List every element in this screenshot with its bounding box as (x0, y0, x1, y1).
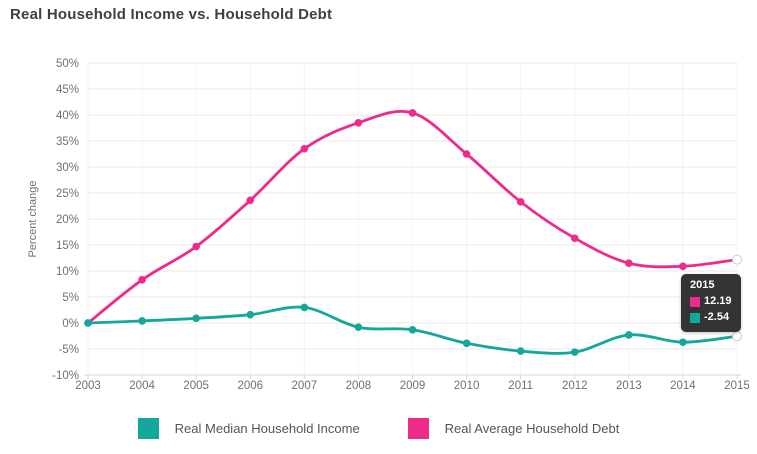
legend-swatch-debt (407, 418, 429, 439)
point-debt-2011[interactable] (516, 198, 525, 206)
tooltip-year: 2015 (690, 279, 715, 291)
point-income-2004[interactable] (138, 317, 146, 325)
y-tick-label: -10% (52, 370, 79, 382)
y-tick-label: -5% (59, 344, 79, 356)
x-tick-label: 2007 (292, 380, 318, 392)
point-debt-2012[interactable] (570, 234, 579, 243)
x-tick-label: 2014 (670, 380, 696, 392)
line-chart: -10% -5% 0% 5% 10% 15% 20% 25% 30% 35% 40% 45% 50% 20… (27, 58, 750, 392)
tooltip-income-swatch (690, 312, 700, 323)
point-debt-2010[interactable] (462, 150, 471, 158)
x-tick-label: 2003 (75, 380, 101, 392)
point-income-2008[interactable] (354, 323, 363, 331)
y-tick-label: 10% (56, 266, 79, 278)
x-tick-label: 2012 (562, 380, 588, 392)
x-tick-label: 2013 (616, 380, 642, 392)
x-tick-label: 2015 (724, 380, 750, 392)
point-income-2003[interactable] (84, 319, 92, 327)
y-tick-label: 0% (62, 318, 79, 330)
legend: Real Median Household Income Real Averag… (0, 418, 757, 439)
x-tick-label: 2011 (508, 380, 533, 392)
y-tick-label: 40% (56, 110, 79, 122)
point-debt-2006[interactable] (246, 196, 255, 205)
point-debt-2008[interactable] (354, 119, 363, 127)
legend-label-income: Real Median Household Income (174, 421, 360, 436)
x-tick-label: 2010 (454, 380, 480, 392)
tooltip-debt-swatch (690, 296, 700, 307)
point-income-2009[interactable] (408, 325, 417, 334)
y-tick-label: 45% (56, 84, 79, 96)
point-debt-2005[interactable] (192, 242, 200, 251)
point-income-2005[interactable] (192, 314, 200, 323)
point-income-2012[interactable] (570, 348, 579, 356)
tooltip: 2015 12.19 -2.54 (681, 274, 741, 332)
tooltip-debt-value: 12.19 (704, 295, 732, 308)
x-tick-label: 2006 (237, 380, 263, 392)
point-income-2011[interactable] (516, 347, 525, 355)
x-tick-label: 2009 (400, 380, 426, 392)
y-axis-title: Percent change (27, 180, 39, 257)
point-income-2006[interactable] (246, 310, 255, 319)
page-title: Real Household Income vs. Household Debt (10, 6, 333, 23)
point-income-2013[interactable] (625, 331, 633, 339)
point-income-2007[interactable] (300, 303, 309, 312)
y-tick-label: 15% (56, 240, 79, 252)
tooltip-row-debt: 12.19 (690, 295, 732, 308)
x-tick-label: 2004 (129, 380, 155, 392)
x-tick-label: 2005 (183, 380, 209, 392)
y-tick-label: 30% (56, 162, 79, 174)
tooltip-row-income: -2.54 (690, 311, 732, 324)
point-income-2010[interactable] (462, 339, 471, 348)
y-tick-label: 20% (56, 214, 79, 226)
point-debt-2015[interactable] (732, 254, 742, 265)
x-tick-label: 2008 (346, 380, 372, 392)
point-debt-2004[interactable] (138, 276, 146, 284)
y-tick-label: 35% (56, 136, 79, 148)
legend-item-debt[interactable]: Real Average Household Debt (407, 418, 620, 439)
y-tick-label: 50% (56, 58, 79, 70)
legend-label-debt: Real Average Household Debt (444, 421, 620, 436)
point-debt-2013[interactable] (625, 259, 633, 268)
point-debt-2007[interactable] (300, 145, 309, 153)
point-income-2014[interactable] (679, 338, 687, 347)
legend-item-income[interactable]: Real Median Household Income (137, 418, 360, 439)
legend-swatch-income (137, 418, 159, 439)
y-tick-label: 5% (62, 292, 79, 304)
tooltip-income-value: -2.54 (704, 311, 730, 324)
point-debt-2014[interactable] (679, 262, 687, 271)
y-tick-label: 25% (56, 188, 79, 200)
point-debt-2009[interactable] (408, 109, 417, 117)
point-income-2015[interactable] (732, 331, 742, 342)
